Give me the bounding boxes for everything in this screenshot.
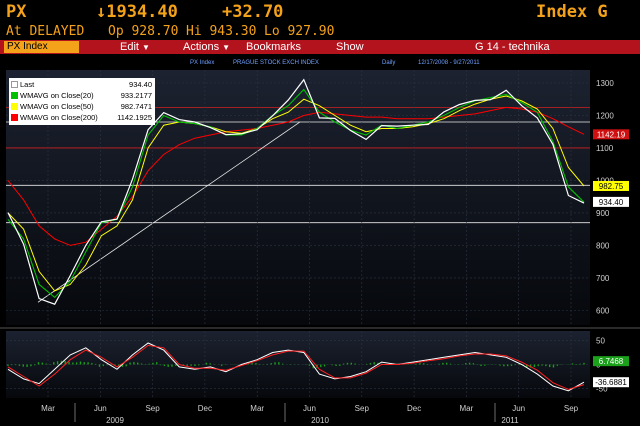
security-description: PRAGUE STOCK EXCH INDEX	[233, 60, 319, 66]
x-tick-label: Jun	[94, 404, 107, 413]
last-price: ↓1934.40	[96, 2, 178, 22]
x-tick-label: Sep	[145, 404, 160, 413]
legend-label: Last	[20, 80, 35, 89]
green-osc-tag: 6.7468	[593, 356, 629, 367]
oscillator-red	[7, 344, 585, 390]
delayed-status: At DELAYED	[6, 24, 85, 39]
y-tick-label: 600	[596, 306, 610, 315]
page-title: G 14 - technika	[475, 41, 550, 53]
series-line-last	[7, 78, 585, 305]
white-osc-tag: -36.6881	[593, 377, 629, 388]
x-tick-label: Jun	[512, 404, 525, 413]
legend-swatch	[11, 114, 18, 121]
legend-label: WMAVG on Close(200)	[20, 113, 98, 122]
x-tick-label: Mar	[460, 404, 474, 413]
edit-label: Edit	[120, 41, 139, 53]
security-name: PX Index	[190, 60, 215, 66]
white-price-tag: 934.40	[593, 196, 629, 207]
red-price-tag-text: 1142.19	[597, 130, 626, 139]
white-osc-tag-bg	[593, 377, 629, 388]
open-price: Op 928.70	[108, 24, 179, 39]
legend-item: WMAVG on Close(20) 933.2177	[9, 90, 155, 101]
x-tick-label: Jun	[303, 404, 316, 413]
green-osc-tag-text: 6.7468	[599, 357, 624, 366]
quote-header: PX ↓1934.40 +32.70 Index G	[0, 0, 640, 24]
chevron-down-icon: ▼	[222, 43, 231, 52]
green-osc-tag-bg	[593, 356, 629, 367]
y-tick-label: 1100	[596, 144, 614, 153]
menu-bar: Edit ▼ Actions ▼ Bookmarks Show G 14 - t…	[0, 40, 640, 54]
legend-item: Last 934.40	[9, 79, 155, 90]
period-label: Daily	[382, 60, 396, 66]
legend-label: WMAVG on Close(20)	[20, 91, 94, 100]
x-tick-label: Dec	[407, 404, 421, 413]
low-price: Lo 927.90	[264, 24, 335, 39]
yellow-price-tag-text: 982.75	[599, 182, 624, 191]
index-label: Index G	[536, 2, 608, 22]
net-change: +32.70	[222, 2, 284, 22]
actions-menu-button[interactable]: Actions ▼	[183, 40, 230, 54]
legend-value: 934.40	[129, 80, 152, 89]
y-tick-label: 1000	[596, 176, 614, 185]
chart-subheader: PX Index PRAGUE STOCK EXCH INDEX Daily 1…	[0, 58, 640, 70]
legend-value: 982.7471	[120, 102, 152, 111]
white-osc-tag-text: -36.6881	[595, 378, 627, 387]
white-price-tag-bg	[593, 196, 629, 207]
x-tick-label: Sep	[355, 404, 370, 413]
x-tick-label: Sep	[564, 404, 579, 413]
year-label: 2011	[501, 416, 519, 425]
x-tick-label: Mar	[250, 404, 264, 413]
legend-value: 1142.1925	[117, 113, 152, 122]
white-price-tag-text: 934.40	[599, 198, 624, 207]
legend-item: WMAVG on Close(200) 1142.1925	[9, 112, 155, 123]
legend-value: 933.2177	[120, 91, 152, 100]
quote-subheader: At DELAYED Op 928.70 Hi 943.30 Lo 927.90	[0, 24, 640, 40]
legend-label: WMAVG on Close(50)	[20, 102, 94, 111]
red-price-tag-bg	[593, 129, 629, 140]
actions-label: Actions	[183, 41, 220, 53]
y-tick-label: 1200	[596, 111, 614, 120]
osc-tick-label: -50	[596, 384, 608, 393]
show-menu-button[interactable]: Show	[336, 40, 364, 54]
osc-tick-label: 50	[596, 337, 605, 346]
chevron-down-icon: ▼	[142, 43, 150, 52]
year-label: 2010	[311, 416, 329, 425]
security-input[interactable]: PX Index	[4, 41, 79, 53]
year-label: 2009	[106, 416, 124, 425]
yellow-price-tag: 982.75	[593, 180, 629, 191]
bookmarks-menu-button[interactable]: Bookmarks	[246, 40, 301, 54]
yellow-price-tag-bg	[593, 180, 629, 191]
y-tick-label: 1300	[596, 79, 614, 88]
y-tick-label: 800	[596, 241, 610, 250]
bookmarks-label: Bookmarks	[246, 41, 302, 53]
legend-swatch	[11, 81, 18, 88]
y-tick-label: 900	[596, 209, 610, 218]
edit-menu-button[interactable]: Edit ▼	[120, 40, 150, 54]
ticker-symbol: PX	[6, 2, 27, 22]
legend-swatch	[11, 92, 18, 99]
legend-swatch	[11, 103, 18, 110]
series-line-wmavg-on-close-20-	[7, 88, 585, 299]
show-label: Show	[336, 41, 364, 53]
trend-line	[37, 121, 301, 303]
legend-item: WMAVG on Close(50) 982.7471	[9, 101, 155, 112]
high-price: Hi 943.30	[186, 24, 257, 39]
x-tick-label: Mar	[41, 404, 55, 413]
date-range: 12/17/2008 - 9/27/2011	[418, 60, 480, 66]
series-line-wmavg-on-close-200-	[7, 106, 585, 246]
x-tick-label: Dec	[198, 404, 212, 413]
chart-legend: Last 934.40 WMAVG on Close(20) 933.2177 …	[9, 78, 155, 125]
red-price-tag: 1142.19	[593, 129, 629, 140]
y-tick-label: 700	[596, 274, 610, 283]
